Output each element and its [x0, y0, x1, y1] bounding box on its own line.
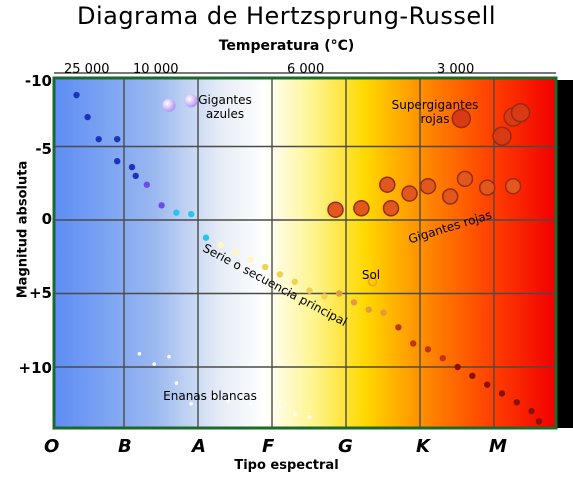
star-point	[184, 94, 198, 108]
spectral-tick: G	[338, 436, 353, 457]
star-point	[114, 158, 121, 165]
spectral-tick: B	[118, 436, 132, 457]
star-point	[327, 201, 344, 218]
star-point	[336, 290, 343, 297]
magnitude-tick: +10	[18, 359, 52, 377]
spectral-tick: A	[192, 436, 206, 457]
star-point	[278, 404, 282, 409]
magnitude-axis-label: Magnitud absoluta	[15, 160, 31, 299]
temperature-tick: 3 000	[437, 62, 475, 77]
star-point	[504, 177, 522, 195]
sun-label: Sol	[361, 268, 381, 282]
header-panel	[0, 0, 573, 80]
star-points	[73, 91, 543, 425]
star-point	[382, 199, 400, 217]
supergiants-label: Supergigantes rojas	[391, 98, 479, 126]
star-point	[162, 98, 176, 112]
star-point	[379, 176, 396, 193]
star-point	[307, 415, 312, 419]
star-point	[73, 91, 80, 99]
star-point	[484, 381, 491, 388]
star-point	[380, 309, 387, 316]
star-point	[232, 249, 239, 256]
plot-frame	[52, 76, 558, 430]
magnitude-tick: -10	[24, 72, 52, 90]
star-point	[262, 263, 269, 271]
star-point	[217, 241, 224, 249]
star-point	[513, 399, 520, 406]
star-point	[84, 113, 91, 121]
star-point	[95, 135, 102, 143]
star-point	[441, 188, 459, 205]
left-panel	[0, 0, 54, 480]
spectral-axis-label: Tipo espectral	[234, 458, 339, 473]
star-point	[451, 108, 472, 129]
star-point	[528, 407, 535, 415]
diagram-title: Diagrama de Hertzsprung-Russell	[76, 2, 497, 30]
star-point	[367, 276, 378, 287]
star-point	[510, 102, 531, 123]
star-point	[424, 346, 432, 353]
star-point	[174, 381, 179, 385]
temperature-tick: 25 000	[64, 62, 110, 77]
spectral-tick: O	[44, 436, 60, 457]
star-point	[202, 234, 210, 241]
star-point	[401, 185, 418, 202]
star-point	[454, 363, 461, 371]
star-point	[137, 351, 142, 356]
star-point	[492, 126, 512, 146]
star-point	[211, 394, 216, 399]
star-point	[167, 354, 171, 359]
star-point	[276, 271, 284, 278]
temperature-tick: 10 000	[133, 62, 179, 77]
star-point	[469, 372, 476, 380]
star-point	[173, 209, 180, 216]
star-point	[189, 401, 193, 406]
magnitude-tick: -5	[35, 140, 52, 158]
star-point	[321, 293, 328, 300]
star-point	[188, 210, 195, 218]
grid	[54, 72, 556, 428]
star-point	[114, 135, 121, 143]
star-point	[365, 306, 372, 313]
star-point	[456, 170, 474, 188]
star-point	[132, 172, 139, 180]
star-point	[498, 390, 506, 397]
footer-panel	[0, 428, 573, 480]
temperature-axis-label: Temperatura (°C)	[218, 38, 355, 54]
plot-background	[54, 78, 556, 428]
star-point	[143, 181, 150, 188]
star-point	[293, 412, 297, 416]
star-point	[353, 199, 370, 217]
spectral-tick: K	[416, 436, 430, 457]
spectral-tick: M	[489, 436, 507, 457]
star-point	[535, 418, 543, 425]
star-point	[247, 256, 254, 263]
star-point	[395, 324, 402, 331]
star-point	[158, 202, 165, 209]
star-point	[419, 177, 437, 195]
magnitude-tick: 0	[41, 210, 52, 228]
star-point	[226, 399, 230, 403]
star-point	[291, 278, 298, 285]
spectral-tick: F	[262, 436, 275, 457]
temperature-tick: 6 000	[287, 62, 325, 77]
white-dwarfs-label: Enanas blancas	[163, 389, 257, 403]
star-point	[248, 401, 253, 406]
star-point	[128, 163, 136, 171]
blue-giants-label: Gigantes azules	[198, 93, 252, 121]
magnitude-tick: +5	[28, 284, 52, 302]
star-point	[478, 179, 496, 196]
star-point	[152, 362, 156, 366]
star-point	[350, 299, 358, 306]
star-point	[306, 287, 313, 294]
star-point	[410, 340, 417, 347]
star-point	[439, 354, 446, 362]
